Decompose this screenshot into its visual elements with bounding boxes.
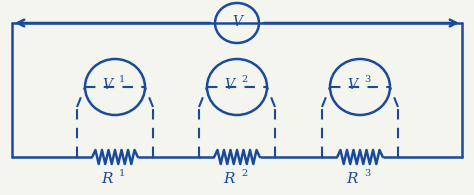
Text: V: V — [347, 78, 357, 92]
Text: 3: 3 — [364, 74, 370, 83]
Text: V: V — [232, 15, 242, 29]
Text: V: V — [102, 78, 112, 92]
Text: R: R — [346, 172, 358, 186]
Text: R: R — [101, 172, 113, 186]
Text: V: V — [224, 78, 234, 92]
Text: 3: 3 — [364, 168, 370, 177]
Text: 1: 1 — [119, 168, 125, 177]
Text: R: R — [224, 172, 235, 186]
Text: 2: 2 — [241, 168, 247, 177]
Text: 1: 1 — [119, 74, 125, 83]
Text: 2: 2 — [241, 74, 247, 83]
